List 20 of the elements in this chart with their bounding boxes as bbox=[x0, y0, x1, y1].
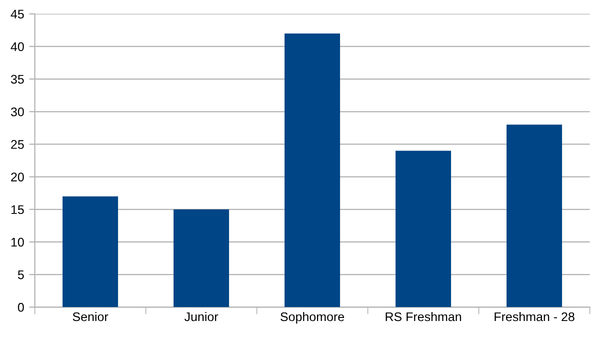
bar bbox=[284, 33, 340, 308]
x-tick-label: RS Freshman bbox=[386, 312, 462, 322]
y-tick-label: 30 bbox=[10, 107, 24, 116]
bar bbox=[506, 124, 562, 308]
x-tick-label: Junior bbox=[184, 312, 218, 322]
y-tick-label: 10 bbox=[11, 238, 24, 247]
x-tick-label: Sophomore bbox=[280, 312, 344, 324]
x-tick-label: Freshman - 28 bbox=[494, 312, 574, 322]
bar bbox=[174, 209, 230, 308]
y-tick-label: 5 bbox=[18, 270, 24, 280]
y-tick-label: 15 bbox=[11, 205, 24, 214]
y-tick-label: 20 bbox=[11, 172, 24, 182]
y-tick-label: 45 bbox=[10, 10, 24, 19]
y-tick-label: 25 bbox=[11, 140, 24, 149]
y-tick-label: 0 bbox=[18, 302, 24, 312]
bar bbox=[396, 150, 452, 308]
x-tick-label: Senior bbox=[72, 312, 108, 322]
y-tick-label: 40 bbox=[10, 42, 24, 52]
bar bbox=[62, 196, 118, 308]
y-tick-label: 35 bbox=[10, 74, 24, 84]
